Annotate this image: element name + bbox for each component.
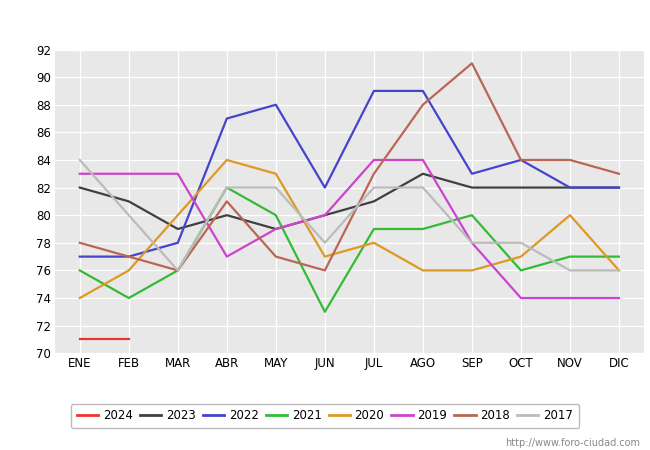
Text: Afiliados en Hontanaya a 31/5/2024: Afiliados en Hontanaya a 31/5/2024 bbox=[169, 14, 481, 33]
Legend: 2024, 2023, 2022, 2021, 2020, 2019, 2018, 2017: 2024, 2023, 2022, 2021, 2020, 2019, 2018… bbox=[71, 404, 579, 428]
Text: http://www.foro-ciudad.com: http://www.foro-ciudad.com bbox=[505, 438, 640, 448]
